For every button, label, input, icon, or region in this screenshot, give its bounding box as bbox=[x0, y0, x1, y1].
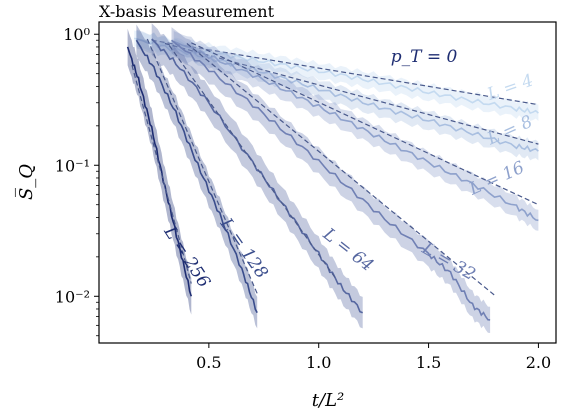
series-line-L-128 bbox=[135, 39, 258, 314]
fit-line-L-128 bbox=[146, 38, 258, 294]
fit-line-L-4 bbox=[151, 39, 539, 106]
y-tick-label: 10⁰ bbox=[63, 25, 90, 44]
pT-annotation: p_T = 0 bbox=[391, 47, 458, 67]
y-tick-label: 10⁻¹ bbox=[55, 156, 90, 175]
series-layer bbox=[126, 23, 539, 333]
y-axis-label: S̅_Q bbox=[15, 164, 37, 200]
x-tick-label: 2.0 bbox=[526, 353, 551, 372]
band-L-64 bbox=[151, 23, 363, 329]
x-axis-label: t/L² bbox=[312, 390, 344, 411]
series-line-L-32 bbox=[171, 39, 491, 321]
fit-line-L-256 bbox=[131, 65, 192, 284]
fit-line-L-32 bbox=[186, 43, 495, 296]
ticks-layer: 0.5 1.0 1.5 2.0 10⁻² 10⁻¹ 10⁰ bbox=[55, 25, 551, 372]
series-line-L-4 bbox=[134, 37, 539, 115]
series-line-L-64 bbox=[151, 38, 363, 314]
fit-line-L-8 bbox=[164, 42, 539, 145]
series-line-L-16 bbox=[173, 40, 539, 222]
plot-frame bbox=[98, 21, 557, 344]
series-line-L-8 bbox=[136, 38, 539, 153]
x-tick-label: 1.5 bbox=[416, 353, 441, 372]
x-tick-label: 1.0 bbox=[306, 353, 331, 372]
y-tick-label: 10⁻² bbox=[55, 287, 90, 306]
x-tick-label: 0.5 bbox=[196, 353, 221, 372]
band-L-128 bbox=[136, 24, 258, 329]
chart-title: X-basis Measurement bbox=[99, 2, 275, 21]
